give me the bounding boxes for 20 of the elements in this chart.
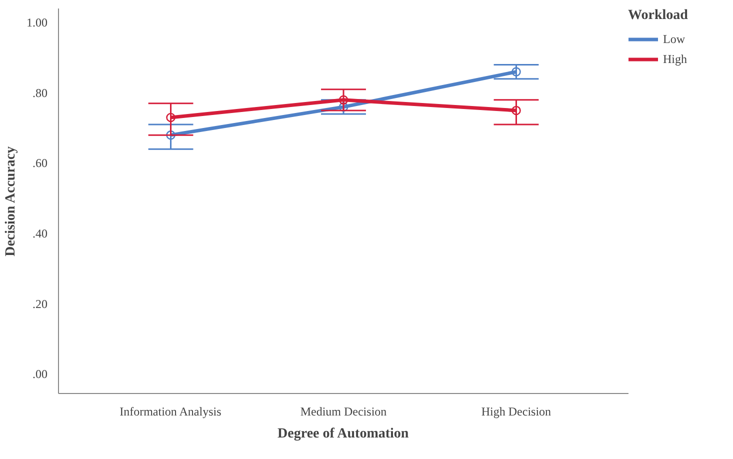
point <box>512 67 521 76</box>
x-tick-label: High Decision <box>481 404 552 418</box>
legend-label: High <box>663 52 687 66</box>
point <box>512 106 521 116</box>
x-axis-title: Degree of Automation <box>278 426 409 442</box>
y-tick-label: .80 <box>32 86 48 100</box>
x-tick-label: Information Analysis <box>120 404 222 418</box>
legend-title: Workload <box>628 8 688 24</box>
y-tick-label: .00 <box>32 367 48 382</box>
y-tick-label: .40 <box>32 226 48 241</box>
point <box>166 130 176 140</box>
legend-label: Low <box>663 32 685 46</box>
y-tick-label: .20 <box>32 296 48 311</box>
y-tick-label: .60 <box>32 156 48 170</box>
y-tick-label: 1.00 <box>26 16 48 30</box>
point <box>338 95 348 105</box>
y-axis-title: Decision Accuracy <box>4 146 18 256</box>
x-tick-label: Medium Decision <box>300 404 387 418</box>
point <box>338 102 348 112</box>
point <box>166 112 176 122</box>
